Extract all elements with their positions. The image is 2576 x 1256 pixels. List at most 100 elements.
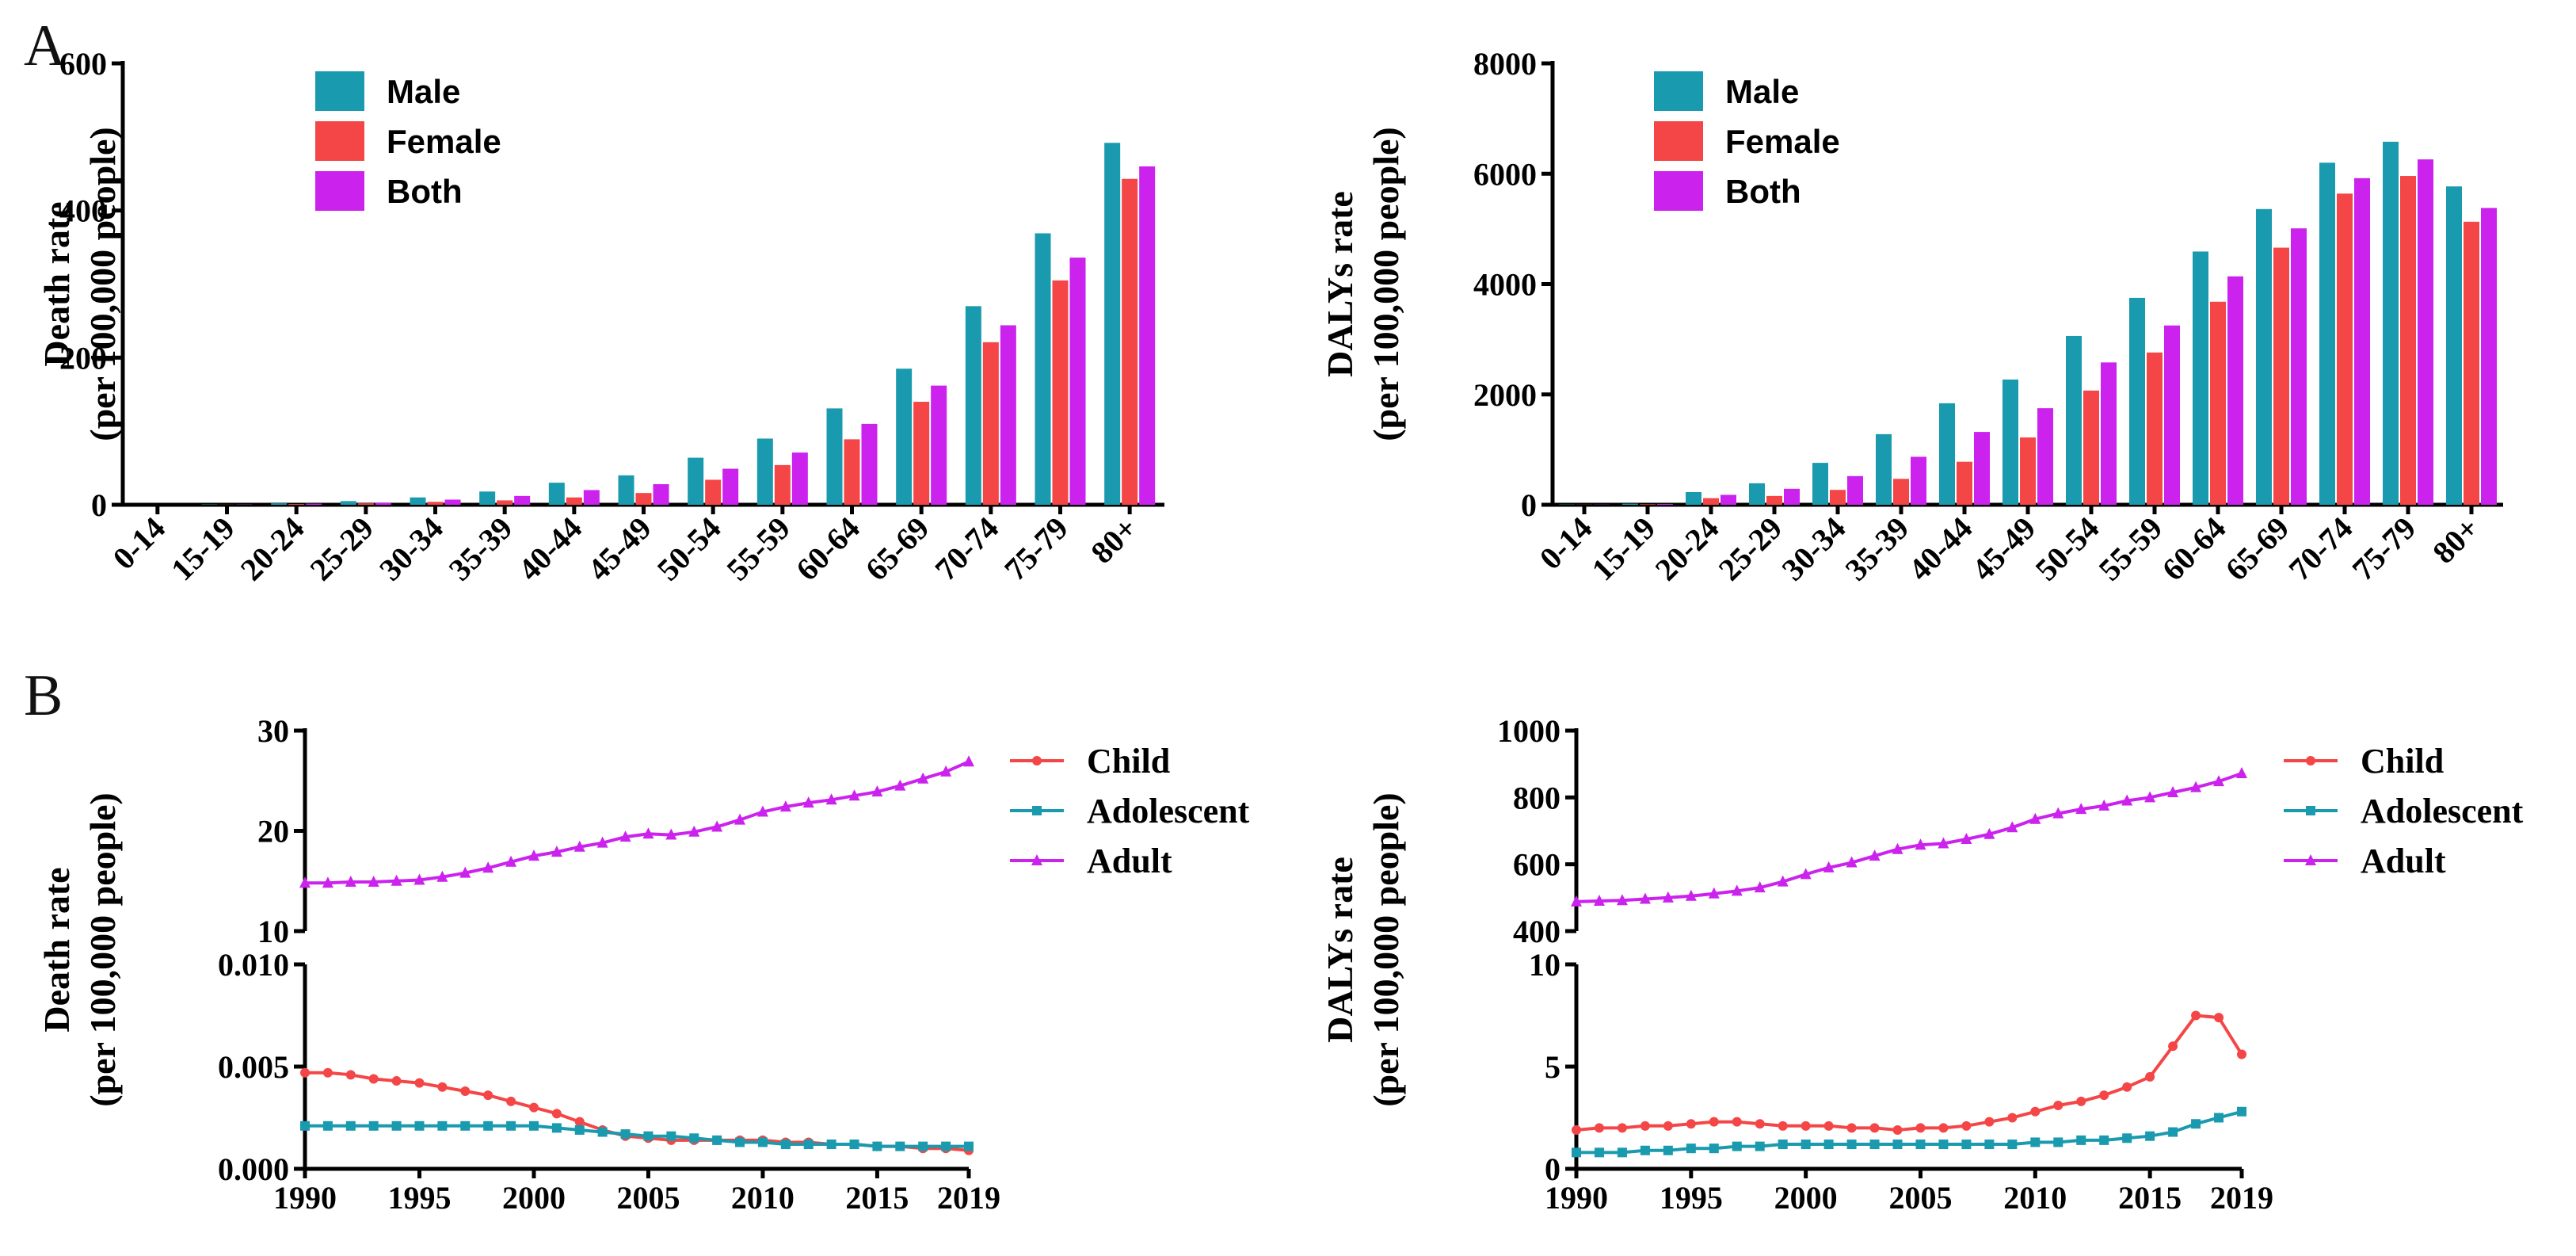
bar-female-25-29: [357, 503, 374, 505]
bar-both-25-29: [1784, 488, 1800, 505]
point-adolescent-2016: [2168, 1127, 2178, 1137]
point-adult-1991: [1593, 895, 1605, 907]
bar-female-80-: [2464, 221, 2479, 505]
y-tick-label-upper: 20: [257, 814, 289, 849]
legend-label-child: Child: [1087, 742, 1170, 781]
x-tick-label: 65-69: [859, 510, 936, 588]
bar-female-40-44: [566, 497, 582, 505]
x-tick-label: 45-49: [1965, 510, 2043, 588]
legend-label-both: Both: [387, 173, 463, 210]
point-adult-1997: [459, 866, 471, 878]
chart-a-death-rate-by-age: 02004006000-1415-1920-2425-2930-3435-394…: [36, 46, 1164, 587]
legend-label-child: Child: [2361, 742, 2444, 781]
bar-female-75-79: [2400, 176, 2416, 505]
point-child-2012: [2076, 1096, 2086, 1106]
point-adolescent-2009: [2007, 1140, 2018, 1150]
point-adolescent-2011: [2053, 1137, 2063, 1147]
legend-marker-adolescent: [2306, 806, 2315, 815]
point-adolescent-1995: [1686, 1143, 1696, 1154]
point-child-2000: [528, 1102, 539, 1113]
bar-male-55-59: [2129, 297, 2145, 505]
x-tick-label: 2010: [731, 1180, 795, 1216]
point-adolescent-2016: [895, 1141, 905, 1151]
point-adult-2000: [1800, 868, 1812, 880]
point-adult-2013: [825, 793, 837, 805]
bar-female-70-74: [982, 342, 999, 505]
bar-both-45-49: [2037, 408, 2053, 505]
x-tick-label: 2015: [2118, 1180, 2182, 1216]
point-adolescent-2015: [2145, 1131, 2155, 1141]
point-adolescent-2002: [574, 1124, 585, 1135]
x-tick-label: 2000: [1774, 1180, 1838, 1216]
point-adolescent-2013: [826, 1140, 836, 1150]
legend-label-male: Male: [1725, 73, 1799, 110]
point-child-2008: [1984, 1117, 1995, 1127]
point-adult-1998: [1754, 881, 1766, 893]
point-adult-1992: [345, 876, 356, 888]
x-tick-label: 20-24: [1648, 510, 1726, 588]
point-child-2018: [2214, 1013, 2224, 1023]
point-adult-2019: [2236, 766, 2247, 778]
bar-both-65-69: [931, 385, 947, 505]
legend-label-adult: Adult: [2361, 842, 2446, 880]
point-adult-1999: [505, 855, 517, 867]
point-adolescent-1992: [1617, 1147, 1627, 1158]
chart-b-dalys-rate-trend: 400 600 800 1000 0 5 10 1990 1995 2000 2005 2010 201…: [1320, 713, 2524, 1216]
point-adult-2009: [734, 813, 746, 825]
bar-male-20-24: [1686, 491, 1701, 505]
bar-male-30-34: [1812, 463, 1828, 505]
point-child-2019: [2237, 1049, 2246, 1059]
point-adolescent-2012: [803, 1140, 814, 1150]
bar-male-80-: [2446, 186, 2462, 506]
bar-female-15-19: [1640, 504, 1656, 505]
point-adolescent-2013: [2099, 1135, 2109, 1145]
point-adult-2005: [642, 827, 654, 839]
panel-letter-b: B: [24, 663, 63, 728]
bar-male-75-79: [1035, 233, 1051, 505]
x-tick-label: 2019: [2210, 1180, 2273, 1216]
y-axis-title: DALYs rate: [1320, 191, 1360, 377]
bar-male-65-69: [2256, 208, 2272, 505]
point-adolescent-1997: [1732, 1141, 1742, 1151]
legend-swatch-female: [1654, 121, 1703, 161]
bar-both-80-: [1139, 166, 1156, 505]
point-child-1993: [1640, 1120, 1650, 1131]
bar-female-55-59: [774, 464, 791, 505]
x-tick-label: 80+: [1084, 510, 1144, 571]
point-child-1991: [1594, 1123, 1604, 1133]
x-tick-label: 40-44: [511, 510, 589, 588]
y-tick-label: 600: [59, 46, 107, 82]
bar-female-60-64: [844, 439, 860, 505]
chart-b-death-rate-trend: 10 20 30 0.000 0.005 0.010 1990 1995 2000 2005 201…: [36, 713, 1250, 1216]
point-adolescent-1996: [437, 1120, 448, 1131]
point-child-2013: [2099, 1090, 2109, 1101]
bar-male-45-49: [2002, 379, 2018, 505]
bar-both-40-44: [1974, 432, 1990, 505]
y-tick-label: 6000: [1473, 156, 1537, 192]
x-tick-label: 45-49: [581, 510, 658, 588]
point-adult-2005: [1915, 838, 1926, 850]
point-adolescent-1991: [322, 1120, 333, 1131]
point-adult-2004: [1892, 842, 1903, 854]
point-adult-2009: [2006, 821, 2018, 833]
y-tick-label: 2000: [1473, 377, 1537, 413]
legend-label-female: Female: [1725, 123, 1840, 160]
point-adult-1994: [1662, 891, 1674, 903]
bar-female-40-44: [1957, 461, 1972, 505]
bar-both-50-54: [2101, 362, 2117, 505]
point-adolescent-1995: [414, 1120, 425, 1131]
point-child-2007: [1961, 1120, 1972, 1131]
point-adolescent-1991: [1594, 1147, 1604, 1158]
point-adult-2013: [2098, 799, 2110, 811]
y-tick-label: 400: [59, 193, 107, 229]
x-tick-label: 2005: [1888, 1180, 1952, 1216]
bar-both-20-24: [1721, 494, 1736, 505]
point-adolescent-2011: [780, 1140, 791, 1150]
bar-female-20-24: [1703, 498, 1719, 505]
point-adult-1996: [436, 870, 448, 882]
point-child-1997: [1732, 1117, 1742, 1127]
x-tick-label: 60-64: [2155, 510, 2233, 588]
point-adolescent-2003: [1869, 1140, 1880, 1150]
point-adolescent-2009: [735, 1137, 745, 1147]
